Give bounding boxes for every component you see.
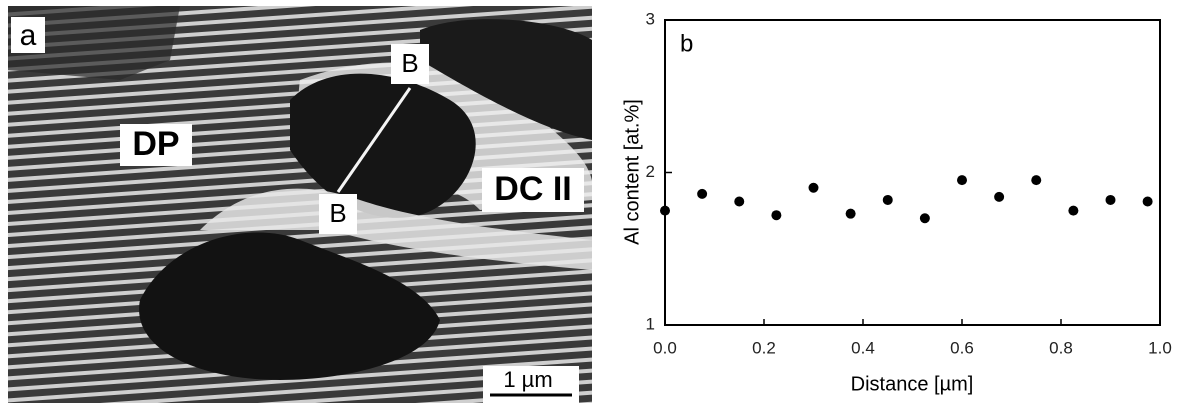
region-label: DC II <box>494 170 571 208</box>
x-tick-label: 1.0 <box>1148 338 1172 357</box>
data-point <box>660 205 670 216</box>
annotation: b <box>680 30 693 57</box>
plot-frame <box>664 19 1161 326</box>
x-tick-label: 0.4 <box>851 338 875 357</box>
x-tick-label: 0.2 <box>752 338 776 357</box>
scale-bar-label: 1 µm <box>503 367 552 392</box>
y-tick-label: 2 <box>646 162 655 181</box>
data-point <box>919 213 930 224</box>
data-point <box>1142 196 1153 207</box>
line-end-label: B <box>401 48 418 78</box>
data-point <box>882 194 893 205</box>
data-point <box>734 196 745 207</box>
data-point <box>994 191 1005 202</box>
data-point <box>1105 194 1116 205</box>
data-point <box>1031 175 1042 186</box>
micro-labels: a DP DC II B B 1 µm <box>11 17 584 403</box>
panel-label: a <box>20 19 37 52</box>
data-point <box>808 182 819 193</box>
data-point <box>957 175 967 186</box>
data-point <box>845 208 856 219</box>
region-label: DP <box>132 125 179 163</box>
data-point <box>1068 205 1079 216</box>
x-axis-label: Distance [µm] <box>851 373 974 395</box>
data-point <box>771 210 782 221</box>
x-tick-label: 0.0 <box>653 338 677 357</box>
line-end-label: B <box>329 198 346 228</box>
data-point <box>697 188 708 199</box>
x-tick-label: 0.6 <box>950 338 974 357</box>
y-tick-label: 3 <box>646 9 655 28</box>
y-axis-label: Al content [at.%] <box>621 99 643 245</box>
x-tick-label: 0.8 <box>1049 338 1073 357</box>
y-tick-label: 1 <box>646 314 655 333</box>
